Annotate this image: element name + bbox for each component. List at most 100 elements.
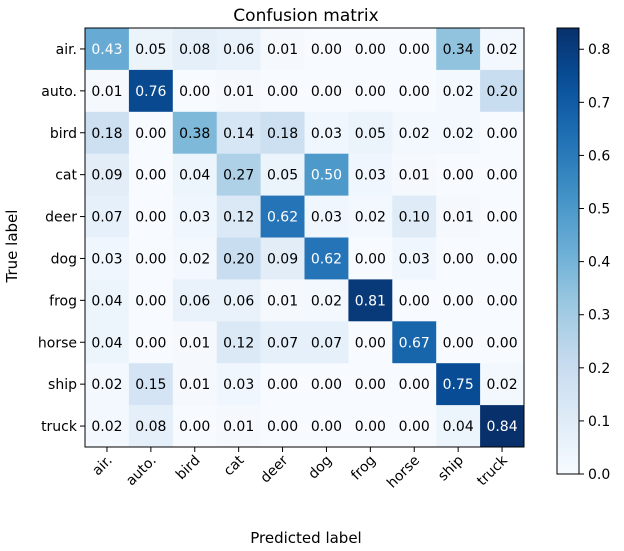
heatmap-cell (172, 111, 218, 155)
heatmap-cell (85, 69, 130, 113)
heatmap-cell (216, 153, 262, 197)
cell-value-label: 0.38 (179, 126, 210, 142)
heatmap-cell (348, 153, 393, 197)
heatmap-cell (128, 279, 174, 322)
y-axis-title: True label (3, 210, 21, 284)
cell-value-label: 0.14 (223, 126, 254, 142)
cell-value-label: 0.01 (179, 377, 210, 393)
cell-value-label: 0.03 (311, 126, 342, 142)
heatmap-cell (85, 111, 130, 155)
cell-value-label: 0.10 (399, 210, 430, 226)
cell-value-label: 0.00 (311, 377, 342, 393)
heatmap-cell (85, 279, 130, 322)
heatmap-cell (85, 153, 130, 197)
heatmap-cell (480, 279, 525, 322)
heatmap-cell (480, 28, 525, 71)
cell-value-label: 0.02 (443, 126, 474, 142)
heatmap-cell (392, 111, 437, 155)
x-tick-label: auto. (123, 453, 160, 490)
cell-value-label: 0.02 (311, 293, 342, 309)
heatmap-cell (128, 69, 174, 113)
heatmap-cell (436, 195, 481, 238)
heatmap-cell (128, 153, 174, 197)
heatmap-cell (480, 363, 525, 406)
cell-value-label: 0.00 (486, 251, 517, 267)
heatmap-cell (348, 28, 393, 71)
heatmap-cell (260, 153, 305, 197)
heatmap-cell (436, 28, 481, 71)
cell-value-label: 0.00 (135, 293, 166, 309)
heatmap-cell (216, 321, 262, 364)
heatmap-cell (392, 28, 437, 71)
cell-value-label: 0.00 (135, 168, 166, 184)
heatmap-cell (304, 363, 349, 406)
cell-value-label: 0.20 (223, 251, 254, 267)
cell-value-label: 0.62 (267, 210, 298, 226)
cell-value-label: 0.01 (223, 84, 254, 100)
heatmap-cell (436, 237, 481, 280)
cell-value-label: 0.00 (355, 251, 386, 267)
y-tick-label: truck (41, 419, 78, 435)
heatmap-cell (436, 153, 481, 197)
colorbar-tick-label: 0.3 (588, 308, 610, 324)
heatmap-cell (480, 405, 525, 448)
cell-value-label: 0.01 (399, 168, 430, 184)
heatmap-cell (216, 237, 262, 280)
cell-value-label: 0.07 (267, 335, 298, 351)
heatmap-cell (348, 195, 393, 238)
cell-value-label: 0.67 (399, 335, 430, 351)
cell-value-label: 0.04 (179, 168, 210, 184)
cell-value-label: 0.00 (355, 377, 386, 393)
cell-value-label: 0.00 (355, 42, 386, 58)
x-tick-label: bird (173, 453, 204, 484)
heatmap-cell (128, 111, 174, 155)
heatmap-cell (172, 153, 218, 197)
cell-value-label: 0.15 (135, 377, 166, 393)
heatmap-cell (172, 195, 218, 238)
heatmap-cell (216, 279, 262, 322)
cell-value-label: 0.18 (267, 126, 298, 142)
heatmap-cell (260, 69, 305, 113)
heatmap-cell (392, 363, 437, 406)
heatmap-cell (85, 237, 130, 280)
heatmap-cell (128, 363, 174, 406)
colorbar: 0.0 0.1 0.2 0.3 0.4 0.5 0.6 0.7 0.8 (556, 27, 610, 483)
heatmap-cell (85, 405, 130, 448)
cell-value-label: 0.00 (443, 251, 474, 267)
cell-value-label: 0.02 (486, 377, 517, 393)
heatmap-cell (392, 195, 437, 238)
cell-value-label: 0.02 (91, 419, 122, 435)
cell-value-label: 0.20 (486, 84, 517, 100)
cell-value-label: 0.00 (399, 84, 430, 100)
heatmap-cell (260, 279, 305, 322)
colorbar-tick-label: 0.5 (588, 202, 610, 218)
cell-value-label: 0.02 (443, 84, 474, 100)
heatmap-cell (304, 111, 349, 155)
cell-value-label: 0.07 (311, 335, 342, 351)
heatmap-cell (304, 69, 349, 113)
colorbar-tick-label: 0.0 (588, 467, 610, 483)
heatmap-cell (304, 153, 349, 197)
cell-value-label: 0.00 (486, 293, 517, 309)
cell-value-label: 0.02 (91, 377, 122, 393)
heatmap-cell (216, 195, 262, 238)
heatmap-cell (348, 237, 393, 280)
cell-value-label: 0.00 (179, 84, 210, 100)
heatmap-cell (480, 321, 525, 364)
cell-value-label: 0.50 (311, 168, 342, 184)
x-axis-ticks: air. auto. bird cat deer dog frog horse ship truc… (89, 447, 511, 491)
heatmap-cell (436, 321, 481, 364)
colorbar-tick-label: 0.6 (588, 148, 610, 164)
cell-value-label: 0.00 (267, 84, 298, 100)
cell-value-label: 0.03 (179, 210, 210, 226)
heatmap-cell (304, 279, 349, 322)
cell-value-label: 0.00 (311, 419, 342, 435)
heatmap-cell (480, 69, 525, 113)
heatmap-cell (260, 111, 305, 155)
heatmap-cell (172, 69, 218, 113)
heatmap-cell (260, 321, 305, 364)
cell-value-label: 0.09 (267, 251, 298, 267)
cell-value-label: 0.00 (355, 84, 386, 100)
colorbar-tick-label: 0.2 (588, 361, 610, 377)
